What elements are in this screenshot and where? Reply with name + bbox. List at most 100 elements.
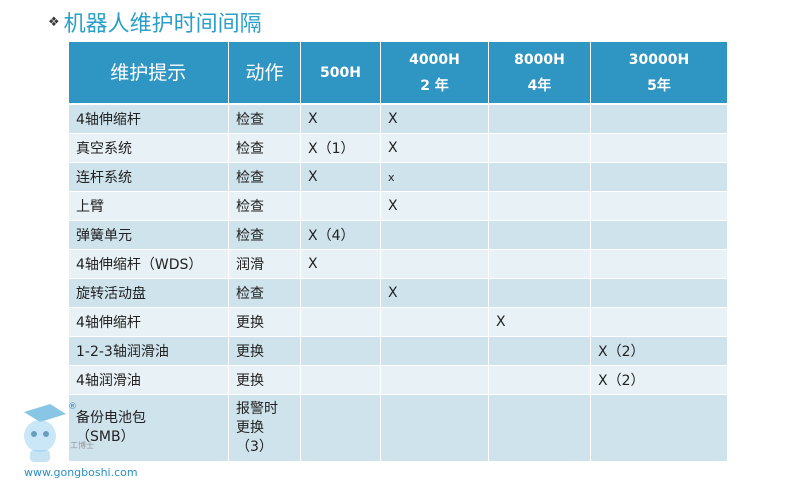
cell-30000h (590, 307, 728, 337)
cell-4000h (380, 220, 489, 250)
cell-item: 旋转活动盘 (68, 278, 229, 308)
table-row: 4轴伸缩杆（WDS） 润滑 X (68, 249, 728, 279)
cell-item: 备份电池包 （SMB） (68, 394, 229, 462)
cell-30000h (590, 191, 728, 221)
cell-action: 检查 (228, 191, 301, 221)
cell-500h (300, 191, 381, 221)
cell-action: 润滑 (228, 249, 301, 279)
table-row: 4轴伸缩杆 检查 X X (68, 103, 728, 134)
header-line: 5年 (647, 77, 671, 94)
header-row: 维护提示 动作 500H 4000H 2 年 8000H 4年 30000H 5年 (68, 42, 728, 105)
diamond-bullet-icon: ❖ (48, 14, 60, 30)
cell-item: 上臂 (68, 191, 229, 221)
cell-500h: X (300, 103, 381, 134)
table-row: 备份电池包 （SMB） 报警时 更换 （3） (68, 394, 728, 462)
watermark-brand: 工博士 (70, 441, 94, 450)
action-line: （3） (236, 438, 273, 455)
header-8000h: 8000H 4年 (488, 42, 591, 105)
item-line: 备份电池包 (76, 410, 146, 426)
header-line: 30000H (628, 51, 690, 68)
cell-item: 连杆系统 (68, 162, 229, 192)
cell-8000h (488, 191, 591, 221)
cell-8000h (488, 394, 591, 462)
cell-30000h (590, 394, 728, 462)
cell-action: 检查 (228, 162, 301, 192)
action-line: 更换 (236, 419, 264, 436)
cell-item: 4轴伸缩杆 (68, 307, 229, 337)
table-row: 4轴伸缩杆 更换 X (68, 307, 728, 337)
cell-action: 检查 (228, 103, 301, 134)
cell-500h (300, 336, 381, 366)
robot-mascot-icon (24, 404, 66, 462)
cell-action: 更换 (228, 336, 301, 366)
table-row: 上臂 检查 X (68, 191, 728, 221)
cell-8000h (488, 162, 591, 192)
table-row: 真空系统 检查 X（1） X (68, 133, 728, 163)
cell-30000h (590, 162, 728, 192)
cell-action: 更换 (228, 365, 301, 395)
header-4000h: 4000H 2 年 (380, 42, 489, 105)
header-line: 2 年 (420, 77, 449, 94)
cell-30000h (590, 278, 728, 308)
cell-4000h: X (380, 278, 489, 308)
registered-mark: ® (68, 402, 77, 412)
header-line: 4年 (527, 77, 552, 94)
cell-30000h (590, 249, 728, 279)
action-line: 报警时 (236, 400, 278, 417)
header-line: 4000H (409, 51, 460, 68)
cell-4000h: X (380, 133, 489, 163)
watermark-logo: ® 工博士 www.gongboshi.com (10, 402, 160, 488)
page-title: ❖ 机器人维护时间间隔 (48, 6, 262, 38)
cell-item: 4轴伸缩杆（WDS） (68, 249, 229, 279)
cell-4000h (380, 307, 489, 337)
maintenance-table: 维护提示 动作 500H 4000H 2 年 8000H 4年 30000H 5年 4轴伸缩杆检… (68, 42, 728, 462)
cell-30000h (590, 103, 728, 134)
header-item: 维护提示 (68, 42, 229, 105)
cell-500h (300, 365, 381, 395)
item-line: （SMB） (76, 429, 135, 445)
cell-500h: X (300, 249, 381, 279)
cell-500h: X（1） (300, 133, 381, 163)
cell-8000h (488, 249, 591, 279)
cell-8000h (488, 103, 591, 134)
cell-4000h (380, 336, 489, 366)
cell-8000h (488, 336, 591, 366)
header-line: 动作 (245, 61, 284, 84)
cell-500h (300, 278, 381, 308)
cell-4000h (380, 394, 489, 462)
cell-item: 1-2-3轴润滑油 (68, 336, 229, 366)
cell-4000h (380, 365, 489, 395)
table-row: 旋转活动盘 检查 X (68, 278, 728, 308)
table-row: 弹簧单元 检查 X（4） (68, 220, 728, 250)
header-line: 500H (320, 64, 361, 81)
cell-8000h (488, 220, 591, 250)
cell-item: 4轴润滑油 (68, 365, 229, 395)
cell-4000h: x (380, 162, 489, 192)
cell-8000h: X (488, 307, 591, 337)
cell-500h: X (300, 162, 381, 192)
cell-item: 真空系统 (68, 133, 229, 163)
cell-action: 检查 (228, 133, 301, 163)
header-line: 8000H (514, 51, 565, 68)
header-30000h: 30000H 5年 (590, 42, 728, 105)
cell-item: 弹簧单元 (68, 220, 229, 250)
title-text: 机器人维护时间间隔 (63, 12, 262, 37)
cell-8000h (488, 278, 591, 308)
header-action: 动作 (228, 42, 301, 105)
cell-4000h (380, 249, 489, 279)
cell-action: 更换 (228, 307, 301, 337)
cell-30000h: X（2） (590, 336, 728, 366)
cell-4000h: X (380, 103, 489, 134)
cell-action: 检查 (228, 278, 301, 308)
cell-500h (300, 307, 381, 337)
cell-500h (300, 394, 381, 462)
table-row: 4轴润滑油 更换 X（2） (68, 365, 728, 395)
cell-500h: X（4） (300, 220, 381, 250)
cell-action: 检查 (228, 220, 301, 250)
header-500h: 500H (300, 42, 381, 105)
table-row: 1-2-3轴润滑油 更换 X（2） (68, 336, 728, 366)
watermark-url: www.gongboshi.com (24, 466, 138, 479)
cell-8000h (488, 365, 591, 395)
